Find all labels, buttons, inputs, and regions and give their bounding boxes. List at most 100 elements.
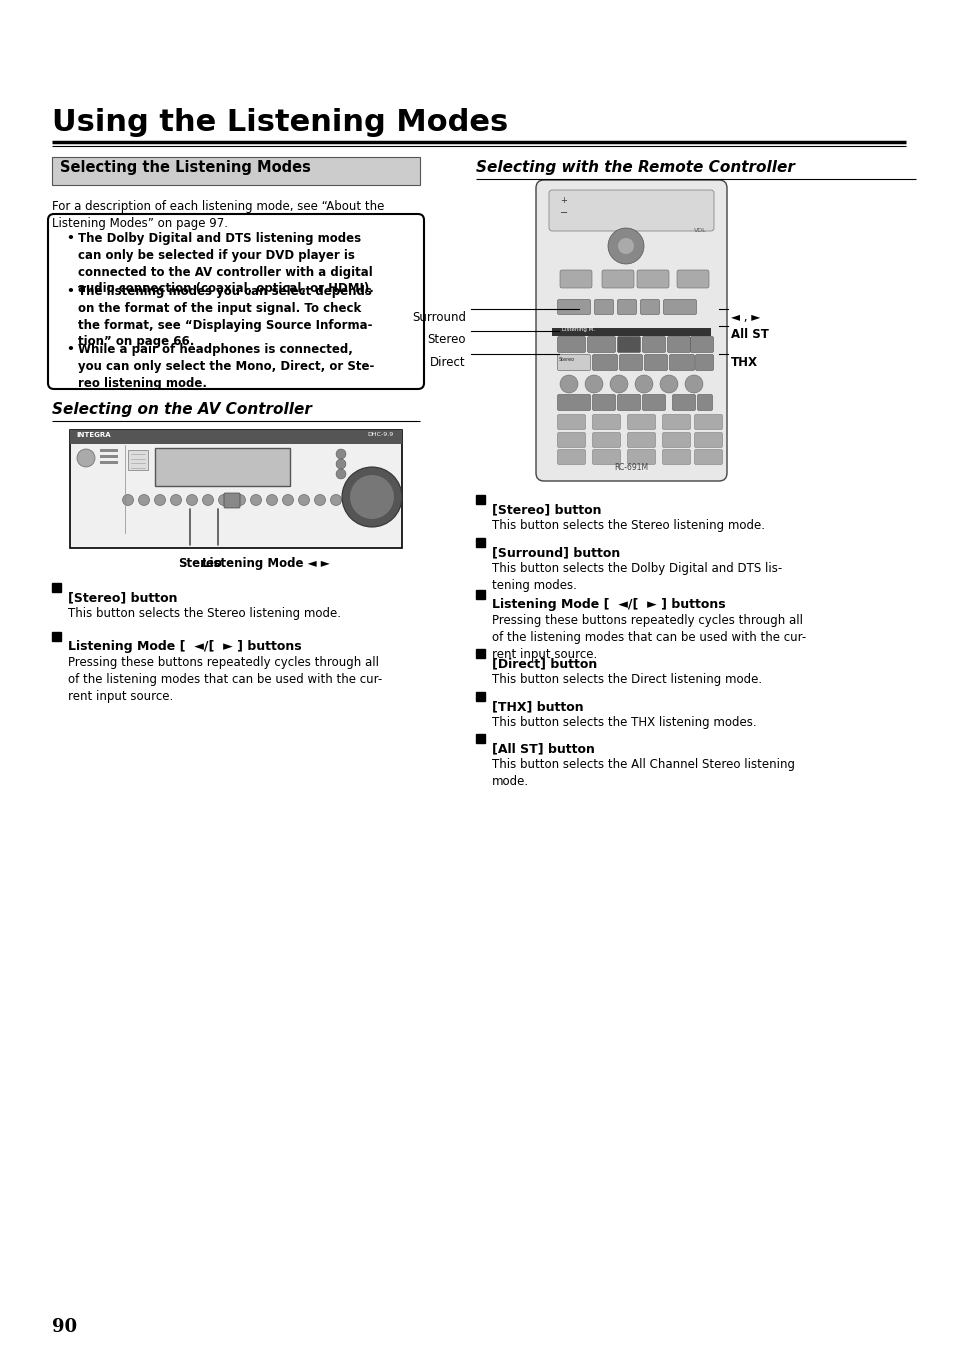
FancyBboxPatch shape bbox=[592, 415, 619, 430]
FancyBboxPatch shape bbox=[694, 415, 721, 430]
Circle shape bbox=[282, 494, 294, 505]
Text: •: • bbox=[66, 232, 73, 245]
Circle shape bbox=[202, 494, 213, 505]
FancyBboxPatch shape bbox=[662, 300, 696, 315]
FancyBboxPatch shape bbox=[70, 430, 401, 549]
Text: While a pair of headphones is connected,
you can only select the Mono, Direct, o: While a pair of headphones is connected,… bbox=[78, 343, 374, 389]
FancyBboxPatch shape bbox=[559, 270, 592, 288]
FancyBboxPatch shape bbox=[669, 354, 694, 370]
Circle shape bbox=[266, 494, 277, 505]
Circle shape bbox=[341, 467, 401, 527]
Circle shape bbox=[77, 449, 95, 467]
FancyBboxPatch shape bbox=[557, 336, 585, 353]
Circle shape bbox=[154, 494, 165, 505]
Circle shape bbox=[684, 376, 702, 393]
Bar bbox=[476, 538, 484, 547]
FancyBboxPatch shape bbox=[594, 300, 613, 315]
Text: VDL: VDL bbox=[693, 228, 706, 232]
FancyBboxPatch shape bbox=[592, 354, 617, 370]
Text: Stereo: Stereo bbox=[427, 332, 465, 346]
Bar bbox=[100, 449, 118, 453]
FancyBboxPatch shape bbox=[617, 300, 636, 315]
Bar bbox=[476, 734, 484, 743]
Text: This button selects the Dolby Digital and DTS lis-
tening modes.: This button selects the Dolby Digital an… bbox=[492, 562, 781, 592]
Text: Surround: Surround bbox=[412, 311, 465, 324]
Bar bbox=[128, 450, 148, 470]
Circle shape bbox=[350, 476, 394, 519]
FancyBboxPatch shape bbox=[627, 450, 655, 465]
FancyBboxPatch shape bbox=[695, 354, 713, 370]
FancyBboxPatch shape bbox=[639, 300, 659, 315]
Text: [Surround] button: [Surround] button bbox=[492, 546, 619, 559]
Text: Direct: Direct bbox=[430, 357, 465, 369]
FancyBboxPatch shape bbox=[672, 394, 695, 411]
Text: This button selects the Stereo listening mode.: This button selects the Stereo listening… bbox=[68, 607, 340, 620]
Circle shape bbox=[171, 494, 181, 505]
FancyBboxPatch shape bbox=[617, 394, 639, 411]
FancyBboxPatch shape bbox=[644, 354, 667, 370]
FancyBboxPatch shape bbox=[557, 394, 590, 411]
Circle shape bbox=[314, 494, 325, 505]
Bar bbox=[476, 648, 484, 658]
Text: Listening Mode [  ◄/[  ► ] buttons: Listening Mode [ ◄/[ ► ] buttons bbox=[492, 598, 725, 611]
FancyBboxPatch shape bbox=[641, 394, 665, 411]
Text: Stereo: Stereo bbox=[558, 357, 575, 362]
Text: Listening M.: Listening M. bbox=[561, 327, 595, 332]
Text: This button selects the All Channel Stereo listening
mode.: This button selects the All Channel Ster… bbox=[492, 758, 794, 788]
Text: All ST: All ST bbox=[730, 328, 768, 340]
Text: This button selects the Direct listening mode.: This button selects the Direct listening… bbox=[492, 673, 761, 686]
Text: Stereo: Stereo bbox=[178, 557, 222, 570]
Text: •: • bbox=[66, 285, 73, 299]
FancyBboxPatch shape bbox=[661, 450, 690, 465]
FancyBboxPatch shape bbox=[618, 354, 641, 370]
Text: This button selects the Stereo listening mode.: This button selects the Stereo listening… bbox=[492, 519, 764, 532]
FancyBboxPatch shape bbox=[661, 415, 690, 430]
Bar bbox=[52, 632, 61, 640]
Circle shape bbox=[251, 494, 261, 505]
Text: [Stereo] button: [Stereo] button bbox=[68, 590, 177, 604]
Text: [All ST] button: [All ST] button bbox=[492, 742, 595, 755]
Circle shape bbox=[186, 494, 197, 505]
Circle shape bbox=[122, 494, 133, 505]
Text: ◄ , ►: ◄ , ► bbox=[730, 311, 760, 324]
Circle shape bbox=[635, 376, 652, 393]
Circle shape bbox=[609, 376, 627, 393]
Text: [THX] button: [THX] button bbox=[492, 700, 583, 713]
Text: Pressing these buttons repeatedly cycles through all
of the listening modes that: Pressing these buttons repeatedly cycles… bbox=[492, 613, 805, 661]
Text: Listening Mode ◄ ►: Listening Mode ◄ ► bbox=[202, 557, 330, 570]
Text: +: + bbox=[559, 196, 566, 205]
Circle shape bbox=[584, 376, 602, 393]
Text: The Dolby Digital and DTS listening modes
can only be selected if your DVD playe: The Dolby Digital and DTS listening mode… bbox=[78, 232, 374, 296]
Text: Using the Listening Modes: Using the Listening Modes bbox=[52, 108, 508, 136]
Circle shape bbox=[335, 449, 346, 459]
FancyBboxPatch shape bbox=[627, 415, 655, 430]
Text: RC-691M: RC-691M bbox=[614, 463, 647, 471]
FancyBboxPatch shape bbox=[694, 450, 721, 465]
FancyBboxPatch shape bbox=[592, 432, 619, 447]
Text: Selecting on the AV Controller: Selecting on the AV Controller bbox=[52, 403, 312, 417]
FancyBboxPatch shape bbox=[661, 432, 690, 447]
Circle shape bbox=[330, 494, 341, 505]
Text: The listening modes you can select depends
on the format of the input signal. To: The listening modes you can select depen… bbox=[78, 285, 372, 349]
Bar bbox=[476, 692, 484, 701]
Text: Listening Mode [  ◄/[  ► ] buttons: Listening Mode [ ◄/[ ► ] buttons bbox=[68, 640, 301, 653]
FancyBboxPatch shape bbox=[627, 432, 655, 447]
Bar bbox=[70, 430, 401, 444]
FancyBboxPatch shape bbox=[667, 336, 690, 353]
FancyBboxPatch shape bbox=[548, 190, 713, 231]
Bar bbox=[52, 157, 419, 185]
FancyBboxPatch shape bbox=[557, 450, 585, 465]
FancyBboxPatch shape bbox=[592, 450, 619, 465]
FancyBboxPatch shape bbox=[690, 336, 713, 353]
Bar bbox=[552, 328, 710, 336]
FancyBboxPatch shape bbox=[601, 270, 634, 288]
Text: [Direct] button: [Direct] button bbox=[492, 657, 597, 670]
FancyBboxPatch shape bbox=[697, 394, 712, 411]
Circle shape bbox=[559, 376, 578, 393]
Bar bbox=[476, 494, 484, 504]
FancyBboxPatch shape bbox=[48, 213, 423, 389]
Text: For a description of each listening mode, see “About the
Listening Modes” on pag: For a description of each listening mode… bbox=[52, 200, 384, 230]
FancyBboxPatch shape bbox=[592, 394, 615, 411]
Circle shape bbox=[335, 459, 346, 469]
Circle shape bbox=[335, 469, 346, 480]
